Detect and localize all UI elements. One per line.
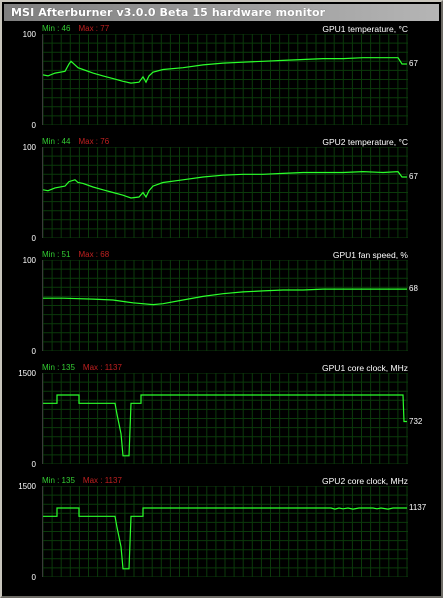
y-axis-min-label: 0 bbox=[31, 121, 36, 130]
graph-svg bbox=[43, 147, 408, 238]
graph-svg bbox=[43, 486, 408, 577]
minmax-label: Min : 135 Max : 1137 bbox=[42, 476, 122, 485]
graph-svg bbox=[43, 260, 408, 351]
minmax-label: Min : 46 Max : 77 bbox=[42, 24, 109, 33]
max-value: Max : 68 bbox=[78, 250, 110, 259]
series-line bbox=[43, 507, 407, 570]
minmax-label: Min : 51 Max : 68 bbox=[42, 250, 109, 259]
graph-title: GPU2 temperature, °C bbox=[322, 137, 408, 147]
series-line bbox=[43, 170, 407, 199]
graph-plot[interactable] bbox=[42, 486, 408, 577]
series-line bbox=[43, 394, 407, 457]
current-value: 732 bbox=[409, 416, 423, 426]
y-axis-max-label: 100 bbox=[22, 143, 36, 152]
min-value: Min : 135 bbox=[42, 476, 75, 485]
current-value: 67 bbox=[409, 172, 418, 182]
window-title: MSI Afterburner v3.0.0 Beta 15 hardware … bbox=[11, 6, 326, 19]
current-value: 67 bbox=[409, 59, 418, 69]
current-value: 68 bbox=[409, 284, 418, 294]
y-axis-max-label: 1500 bbox=[18, 482, 36, 491]
series-line bbox=[43, 57, 407, 84]
y-axis-min-label: 0 bbox=[31, 460, 36, 469]
min-value: Min : 46 bbox=[42, 24, 71, 33]
title-bar[interactable]: MSI Afterburner v3.0.0 Beta 15 hardware … bbox=[4, 4, 439, 21]
min-value: Min : 135 bbox=[42, 363, 75, 372]
graph-title: GPU2 core clock, MHz bbox=[322, 476, 408, 486]
graph-title: GPU1 core clock, MHz bbox=[322, 363, 408, 373]
graph-panel: Min : 44 Max : 76 GPU2 temperature, °C 10… bbox=[2, 137, 441, 250]
graph-plot[interactable] bbox=[42, 34, 408, 125]
graph-title: GPU1 fan speed, % bbox=[332, 250, 408, 260]
graph-panel: Min : 51 Max : 68 GPU1 fan speed, % 100 0… bbox=[2, 250, 441, 363]
min-value: Min : 44 bbox=[42, 137, 71, 146]
graph-title: GPU1 temperature, °C bbox=[322, 24, 408, 34]
graph-panel: Min : 135 Max : 1137 GPU1 core clock, MHz… bbox=[2, 363, 441, 476]
series-line bbox=[43, 288, 407, 306]
graph-plot[interactable] bbox=[42, 373, 408, 464]
y-axis-min-label: 0 bbox=[31, 573, 36, 582]
max-value: Max : 76 bbox=[78, 137, 110, 146]
graph-plot[interactable] bbox=[42, 260, 408, 351]
min-value: Min : 51 bbox=[42, 250, 71, 259]
minmax-label: Min : 135 Max : 1137 bbox=[42, 363, 122, 372]
y-axis-min-label: 0 bbox=[31, 234, 36, 243]
minmax-label: Min : 44 Max : 76 bbox=[42, 137, 109, 146]
max-value: Max : 1137 bbox=[82, 363, 122, 372]
max-value: Max : 1137 bbox=[82, 476, 122, 485]
y-axis-max-label: 1500 bbox=[18, 369, 36, 378]
current-value: 1137 bbox=[409, 503, 427, 513]
graph-svg bbox=[43, 34, 408, 125]
y-axis-max-label: 100 bbox=[22, 30, 36, 39]
graph-panel: Min : 135 Max : 1137 GPU2 core clock, MHz… bbox=[2, 476, 441, 589]
y-axis-max-label: 100 bbox=[22, 256, 36, 265]
y-axis-min-label: 0 bbox=[31, 347, 36, 356]
max-value: Max : 77 bbox=[78, 24, 110, 33]
graph-plot[interactable] bbox=[42, 147, 408, 238]
graph-panel: Min : 46 Max : 77 GPU1 temperature, °C 10… bbox=[2, 24, 441, 137]
graph-svg bbox=[43, 373, 408, 464]
